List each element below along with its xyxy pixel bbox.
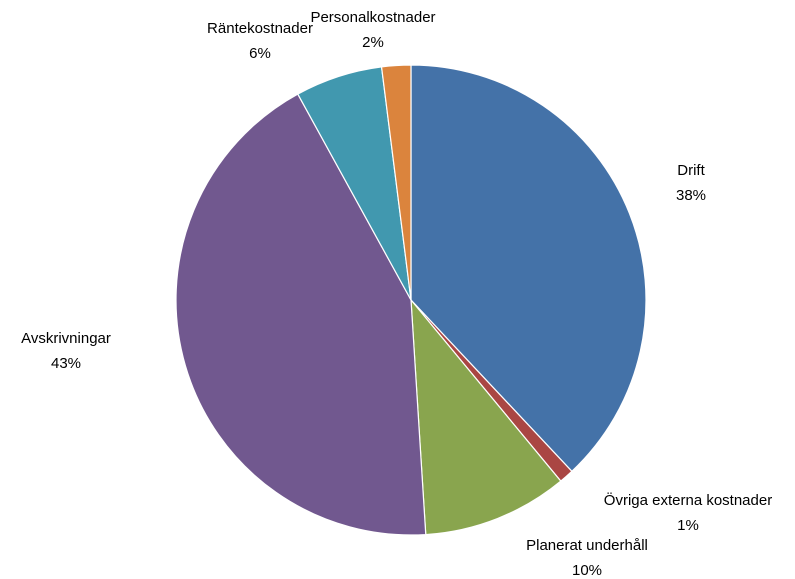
label-percent-personalkostnader: 2%	[362, 34, 384, 51]
label-percent-ovriga-externa-kostnader: 1%	[677, 517, 699, 534]
label-name-avskrivningar: Avskrivningar	[21, 330, 111, 347]
label-percent-avskrivningar: 43%	[51, 355, 81, 372]
pie-slice-personalkostnader	[380, 64, 412, 301]
pie-slice-avskrivningar	[175, 93, 427, 536]
pie-slice-drift	[410, 64, 647, 473]
pie-slices	[175, 64, 647, 536]
label-name-drift: Drift	[677, 162, 705, 179]
label-name-rantekostnader: Räntekostnader	[207, 20, 313, 37]
label-percent-drift: 38%	[676, 187, 706, 204]
label-name-ovriga-externa-kostnader: Övriga externa kostnader	[604, 491, 772, 509]
label-name-personalkostnader: Personalkostnader	[310, 9, 435, 26]
label-percent-rantekostnader: 6%	[249, 45, 271, 62]
label-percent-planerat-underhall: 10%	[572, 562, 602, 579]
pie-slice-planerat-underhall	[410, 298, 562, 536]
label-name-planerat-underhall: Planerat underhåll	[526, 537, 648, 554]
